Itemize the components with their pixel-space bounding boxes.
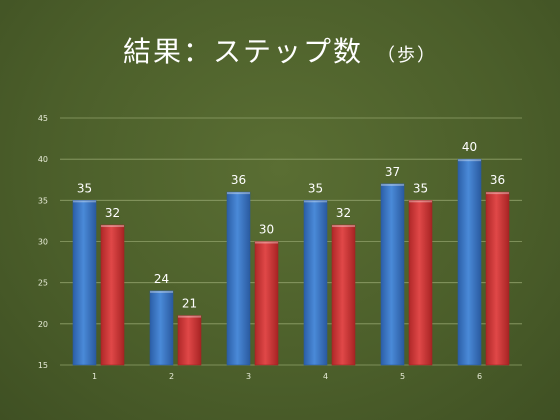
bar-highlight <box>101 225 124 228</box>
y-tick-label: 40 <box>38 155 48 164</box>
bar-highlight <box>304 200 327 203</box>
bar-highlight <box>409 200 432 203</box>
data-label-s2-6: 36 <box>490 173 505 187</box>
data-label-s1-4: 35 <box>308 181 323 195</box>
x-tick-label-6: 6 <box>477 372 482 381</box>
bar-s2-2 <box>177 315 202 366</box>
bar-highlight <box>381 183 404 186</box>
bar-s2-4 <box>331 224 356 366</box>
x-tick-label-1: 1 <box>92 372 97 381</box>
bar-s1-6 <box>457 158 482 366</box>
bar-s1-2 <box>149 290 174 366</box>
bar-highlight <box>178 315 201 318</box>
y-axis-ticks: 15 20 25 30 35 40 45 <box>38 114 48 370</box>
x-tick-label-2: 2 <box>169 372 174 381</box>
bar-s2-3 <box>254 241 279 366</box>
bar-highlight <box>332 225 355 228</box>
data-label-s1-5: 37 <box>385 165 400 179</box>
data-label-s2-4: 32 <box>336 206 351 220</box>
data-label-s1-2: 24 <box>154 272 169 286</box>
title-text: 結果：ステップ数 <box>122 35 363 68</box>
data-label-s1-3: 36 <box>231 173 246 187</box>
bar-highlight <box>255 241 278 244</box>
data-label-s1-1: 35 <box>77 181 92 195</box>
y-tick-label: 45 <box>38 114 48 123</box>
data-labels: 35 32 24 21 36 30 35 32 37 35 40 36 <box>77 140 505 310</box>
x-axis-ticks: 1 2 3 4 5 6 <box>92 372 482 381</box>
x-tick-label-4: 4 <box>323 372 328 381</box>
bar-s1-1 <box>72 200 97 366</box>
bar-s1-5 <box>380 183 405 366</box>
y-tick-label: 20 <box>38 320 48 329</box>
data-label-s2-5: 35 <box>413 181 428 195</box>
data-label-s1-6: 40 <box>462 140 477 154</box>
bar-highlight <box>150 290 173 293</box>
bar-s2-5 <box>408 200 433 366</box>
title-unit: （歩） <box>377 45 437 66</box>
bar-s2-1 <box>100 224 125 366</box>
gridlines <box>60 117 522 366</box>
y-tick-label: 35 <box>38 196 48 205</box>
x-tick-label-5: 5 <box>400 372 405 381</box>
data-label-s2-3: 30 <box>259 223 274 237</box>
bar-highlight <box>227 192 250 195</box>
y-tick-label: 15 <box>38 361 48 370</box>
bar-s1-3 <box>226 191 251 366</box>
x-tick-label-3: 3 <box>246 372 251 381</box>
chart-title: 結果：ステップ数 （歩） <box>0 30 560 70</box>
bar-highlight <box>73 200 96 203</box>
bar-s1-4 <box>303 200 328 366</box>
data-label-s2-2: 21 <box>182 297 197 311</box>
y-tick-label: 25 <box>38 279 48 288</box>
bars <box>72 158 510 366</box>
data-label-s2-1: 32 <box>105 206 120 220</box>
bar-highlight <box>486 192 509 195</box>
y-tick-label: 30 <box>38 238 48 247</box>
bar-highlight <box>458 159 481 162</box>
bar-s2-6 <box>485 191 510 366</box>
